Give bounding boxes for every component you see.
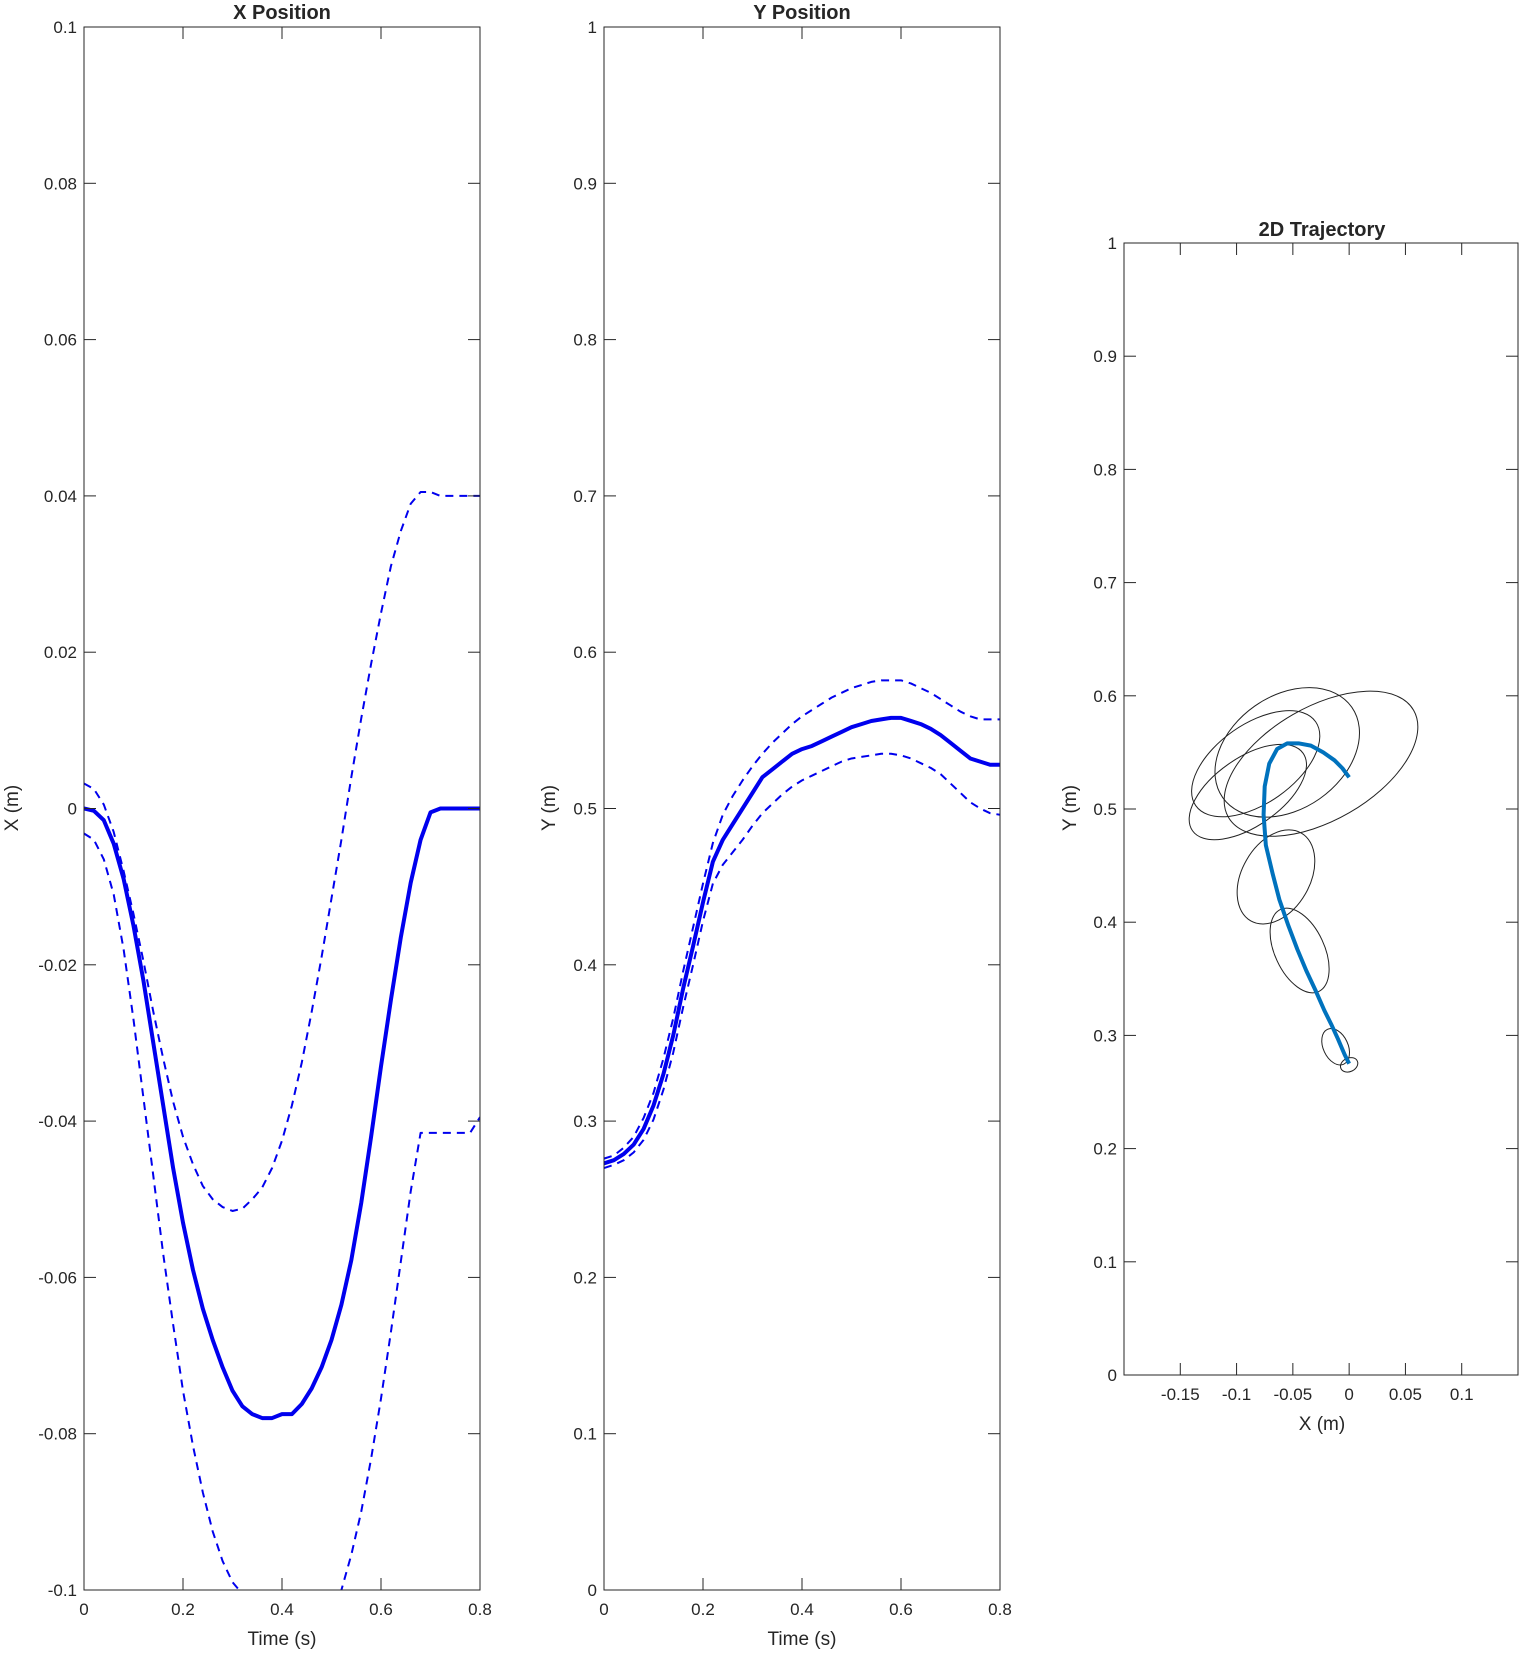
x-tick-label: 0: [79, 1600, 88, 1619]
x-tick-label: -0.05: [1273, 1385, 1312, 1404]
y-position-plot-area: [604, 679, 1000, 1169]
y-tick-label: 0.2: [1093, 1140, 1117, 1159]
y-position-axes: Y Position Time (s) Y (m) 0 0.2 0.4 0.6 0.8 0…: [539, 2, 1012, 1650]
confidence-bound-line: [84, 490, 480, 1212]
x-tick-label: 0.8: [988, 1600, 1012, 1619]
y-tick-label: 0.1: [1093, 1253, 1117, 1272]
trajectory-ylabel: Y (m): [1060, 785, 1081, 831]
y-tick-label: 0.1: [53, 18, 77, 37]
y-tick-label: 0.9: [573, 174, 597, 193]
y-tick-label: 0: [1108, 1366, 1117, 1385]
y-position-ylabel: Y (m): [539, 785, 560, 831]
y-tick-label: -0.04: [38, 1112, 77, 1131]
x-tick-label: 0.2: [691, 1600, 715, 1619]
y-tick-label: 0.5: [573, 800, 597, 819]
y-tick-label: 0.8: [1093, 460, 1117, 479]
covariance-ellipse: [1321, 1028, 1350, 1066]
x-tick-label: 0: [599, 1600, 608, 1619]
mean-line: [84, 806, 480, 1421]
x-tick-label: 0.6: [369, 1600, 393, 1619]
x-position-title: X Position: [233, 2, 331, 24]
x-tick-label: 0.6: [889, 1600, 913, 1619]
x-position-axes: X Position Time (s) X (m) 0 0.2 0.4 0.6 0.8 -…: [2, 2, 492, 1650]
x-tick-label: 0: [1344, 1385, 1353, 1404]
y-position-xlabel: Time (s): [768, 1629, 837, 1650]
x-tick-label: 0.4: [270, 1600, 294, 1619]
y-position-axes-box: [603, 26, 1001, 1591]
y-tick-label: 0.1: [573, 1425, 597, 1444]
trajectory-xlabel: X (m): [1299, 1414, 1345, 1435]
x-tick-label: -0.1: [1222, 1385, 1251, 1404]
y-tick-label: 0.06: [44, 331, 77, 350]
covariance-ellipse: [1188, 743, 1307, 841]
y-tick-label: 0.8: [573, 331, 597, 350]
covariance-ellipse: [1236, 829, 1316, 925]
trajectory-title: 2D Trajectory: [1259, 219, 1387, 241]
x-tick-label: 0.05: [1389, 1385, 1422, 1404]
y-tick-label: 0.7: [1093, 574, 1117, 593]
y-tick-label: 0.3: [573, 1112, 597, 1131]
covariance-ellipse: [1223, 690, 1419, 837]
y-tick-label: 0.02: [44, 643, 77, 662]
y-tick-label: 0.04: [44, 487, 77, 506]
x-tick-label: 0.1: [1450, 1385, 1474, 1404]
confidence-bound-line: [604, 752, 1000, 1169]
y-tick-label: -0.06: [38, 1268, 77, 1287]
trajectory-axes: 2D Trajectory X (m) Y (m) -0.15 -0.1 -0.05…: [1060, 219, 1519, 1435]
y-tick-label: 0.5: [1093, 800, 1117, 819]
x-position-axes-box: [83, 26, 481, 1591]
y-tick-label: 0.6: [573, 643, 597, 662]
y-tick-label: 0.4: [1093, 913, 1117, 932]
y-position-title: Y Position: [753, 2, 850, 24]
y-tick-label: 1: [1108, 234, 1117, 253]
mean-line: [604, 715, 1000, 1166]
y-tick-label: 0.6: [1093, 687, 1117, 706]
y-tick-label: -0.02: [38, 956, 77, 975]
x-position-xlabel: Time (s): [248, 1629, 317, 1650]
y-tick-label: 0.2: [573, 1268, 597, 1287]
y-tick-label: 0: [588, 1581, 597, 1600]
y-tick-label: 0.9: [1093, 347, 1117, 366]
x-position-plot-area: [84, 490, 480, 1590]
confidence-bound-line: [84, 832, 480, 1590]
y-tick-label: 0: [68, 800, 77, 819]
y-tick-label: -0.1: [48, 1581, 77, 1600]
x-tick-label: 0.8: [468, 1600, 492, 1619]
y-tick-label: 1: [588, 18, 597, 37]
x-tick-label: 0.4: [790, 1600, 814, 1619]
covariance-ellipse: [1191, 710, 1321, 818]
y-tick-label: -0.08: [38, 1425, 77, 1444]
x-tick-label: 0.2: [171, 1600, 195, 1619]
covariance-ellipse: [1269, 907, 1330, 994]
x-position-ylabel: X (m): [2, 785, 23, 831]
y-tick-label: 0.4: [573, 956, 597, 975]
mean-line: [1261, 741, 1351, 1065]
y-tick-label: 0.08: [44, 174, 77, 193]
y-tick-label: 0.3: [1093, 1026, 1117, 1045]
covariance-ellipse: [1214, 687, 1360, 818]
trajectory-axes-box: [1123, 242, 1519, 1376]
trajectory-plot-area: [1188, 687, 1419, 1073]
x-tick-label: -0.15: [1161, 1385, 1200, 1404]
y-tick-label: 0.7: [573, 487, 597, 506]
confidence-bound-line: [604, 679, 1000, 1160]
